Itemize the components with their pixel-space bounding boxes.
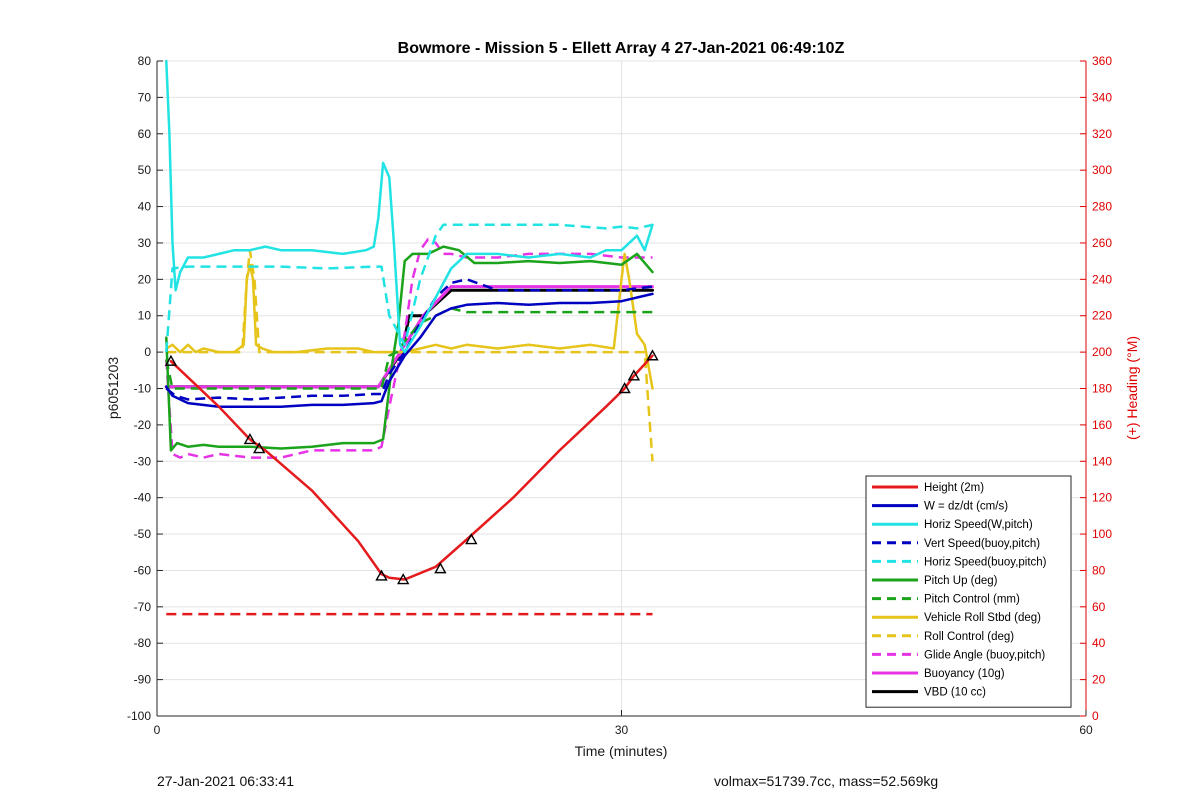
legend-entry-label: Height (2m) <box>924 482 984 494</box>
right-tick-label: 20 <box>1092 673 1106 687</box>
x-tick-label: 30 <box>615 723 629 737</box>
y-tick-label: 20 <box>138 272 152 286</box>
y-tick-label: 10 <box>138 309 152 323</box>
horiz-speed-buoy-pitch-series <box>165 223 653 353</box>
y-tick-label: 30 <box>138 236 152 250</box>
legend-entry-label: Glide Angle (buoy,pitch) <box>924 649 1045 661</box>
y-tick-label: -20 <box>134 418 152 432</box>
pitch-control-mm-series <box>165 307 653 390</box>
right-tick-label: 140 <box>1092 454 1112 468</box>
legend: Height (2m) W = dz/dt (cm/s) Horiz Speed(W… <box>865 475 1072 708</box>
legend-entry-label: Vert Speed(buoy,pitch) <box>924 538 1040 550</box>
height-marker <box>243 433 257 445</box>
height-marker <box>618 382 631 394</box>
footer-timestamp: 27-Jan-2021 06:33:41 <box>157 773 294 789</box>
y-axis-label: p6051203 <box>105 357 121 420</box>
right-tick-label: 160 <box>1092 418 1112 432</box>
legend-entry-label: Roll Control (deg) <box>924 631 1014 643</box>
legend-entry-label: Buoyancy (10g) <box>924 668 1005 680</box>
y-tick-label: 60 <box>138 127 152 141</box>
height-marker <box>396 573 410 585</box>
y-tick-label: 40 <box>138 200 152 214</box>
y-tick-label: 0 <box>144 345 151 359</box>
right-tick-label: 340 <box>1092 90 1112 104</box>
y-tick-label: -90 <box>134 673 152 687</box>
x-tick-label: 0 <box>154 723 161 737</box>
legend-entry-label: Horiz Speed(buoy,pitch) <box>924 556 1047 568</box>
right-tick-label: 60 <box>1092 600 1106 614</box>
right-tick-label: 280 <box>1092 200 1112 214</box>
right-tick-label: 200 <box>1092 345 1112 359</box>
y-tick-label: -10 <box>134 382 152 396</box>
footer-volume-mass: volmax=51739.7cc, mass=52.569kg <box>714 773 939 789</box>
right-tick-label: 0 <box>1092 709 1099 723</box>
right-tick-label: 120 <box>1092 491 1112 505</box>
legend-entry-label: Horiz Speed(W,pitch) <box>924 519 1033 531</box>
y-tick-label: 70 <box>138 90 152 104</box>
right-tick-label: 180 <box>1092 382 1112 396</box>
x-axis-label: Time (minutes) <box>575 743 668 759</box>
height-marker <box>627 369 641 381</box>
y-tick-label: -60 <box>134 563 152 577</box>
right-tick-label: 220 <box>1092 309 1112 323</box>
height-marker <box>375 569 388 581</box>
legend-entry-label: VBD (10 cc) <box>924 687 986 699</box>
y-tick-label: -80 <box>134 636 152 650</box>
y-tick-label: -30 <box>134 454 152 468</box>
right-axis-label: (+) Heading (°M) <box>1124 336 1140 440</box>
right-tick-label: 260 <box>1092 236 1112 250</box>
y-tick-label: -40 <box>134 491 152 505</box>
legend-entry-label: W = dz/dt (cm/s) <box>924 501 1008 513</box>
right-tick-label: 100 <box>1092 527 1112 541</box>
height-marker <box>164 354 178 366</box>
vert-speed-buoy-pitch-series <box>165 278 653 401</box>
height-marker <box>646 349 659 361</box>
legend-entry-label: Pitch Up (deg) <box>924 575 998 587</box>
legend-box <box>865 475 1072 708</box>
horiz-speed-w-pitch-series <box>165 59 654 354</box>
y-tick-label: 80 <box>138 54 152 68</box>
roll-control-deg-series <box>166 248 654 462</box>
chart-title: Bowmore - Mission 5 - Ellett Array 4 27-… <box>398 40 845 57</box>
series-layer <box>164 59 659 616</box>
right-tick-label: 300 <box>1092 163 1112 177</box>
right-tick-label: 320 <box>1092 127 1112 141</box>
legend-entry-label: Vehicle Roll Stbd (deg) <box>924 612 1041 624</box>
axes: -100-90-80-70-60-50-40-30-20-10010203040… <box>127 54 1112 737</box>
y-tick-label: -50 <box>134 527 152 541</box>
height-marker <box>434 562 447 574</box>
w-dz-dt-cm-s-series <box>165 292 654 408</box>
y-tick-label: 50 <box>138 163 152 177</box>
height-marker <box>465 533 478 545</box>
right-tick-label: 80 <box>1092 563 1106 577</box>
legend-entry-label: Pitch Control (mm) <box>924 594 1020 606</box>
right-tick-label: 240 <box>1092 272 1112 286</box>
height-marker <box>253 442 266 454</box>
y-tick-label: -70 <box>134 600 152 614</box>
y-tick-label: -100 <box>127 709 151 723</box>
right-tick-label: 360 <box>1092 54 1112 68</box>
right-tick-label: 40 <box>1092 636 1106 650</box>
x-tick-label: 60 <box>1079 723 1093 737</box>
